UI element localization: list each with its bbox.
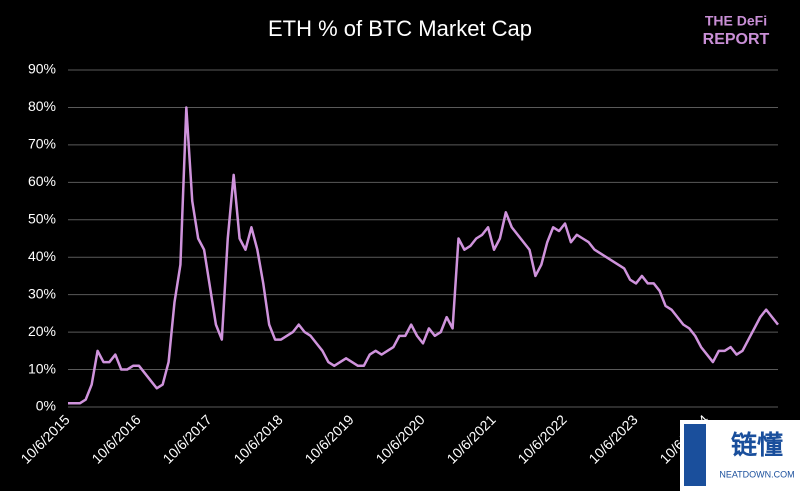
logo-line: REPORT bbox=[703, 31, 770, 48]
y-tick-label: 40% bbox=[28, 248, 56, 264]
x-tick-label: 10/6/2023 bbox=[585, 411, 641, 467]
x-tick-label: 10/6/2016 bbox=[88, 411, 144, 467]
y-tick-label: 30% bbox=[28, 285, 56, 301]
chart-title: ETH % of BTC Market Cap bbox=[268, 16, 532, 41]
watermark-text: NEATDOWN.COM bbox=[719, 469, 794, 479]
x-tick-label: 10/6/2021 bbox=[443, 411, 499, 467]
y-tick-label: 80% bbox=[28, 98, 56, 114]
x-tick-label: 10/6/2017 bbox=[159, 411, 215, 467]
data-line bbox=[68, 106, 779, 405]
watermark-text: 链懂 bbox=[731, 430, 783, 460]
y-tick-label: 70% bbox=[28, 136, 56, 152]
x-tick-label: 10/6/2018 bbox=[230, 411, 286, 467]
x-tick-label: 10/6/2019 bbox=[301, 411, 357, 467]
y-tick-label: 50% bbox=[28, 210, 56, 226]
watermark-icon bbox=[684, 424, 706, 486]
y-tick-label: 60% bbox=[28, 173, 56, 189]
y-tick-label: 90% bbox=[28, 61, 56, 77]
plot-area: 0% 10% 20% 30% 40% 50% 60% 70% 80% 90% 10/6/2015 10… bbox=[17, 61, 779, 467]
x-tick-label: 10/6/2022 bbox=[514, 411, 570, 467]
x-tick-label: 10/6/2015 bbox=[17, 411, 73, 467]
logo-line: THE DeFi bbox=[705, 13, 767, 29]
y-tick-label: 10% bbox=[28, 360, 56, 376]
y-tick-label: 20% bbox=[28, 323, 56, 339]
y-tick-label: 0% bbox=[36, 398, 56, 414]
x-tick-label: 10/6/2020 bbox=[372, 411, 428, 467]
